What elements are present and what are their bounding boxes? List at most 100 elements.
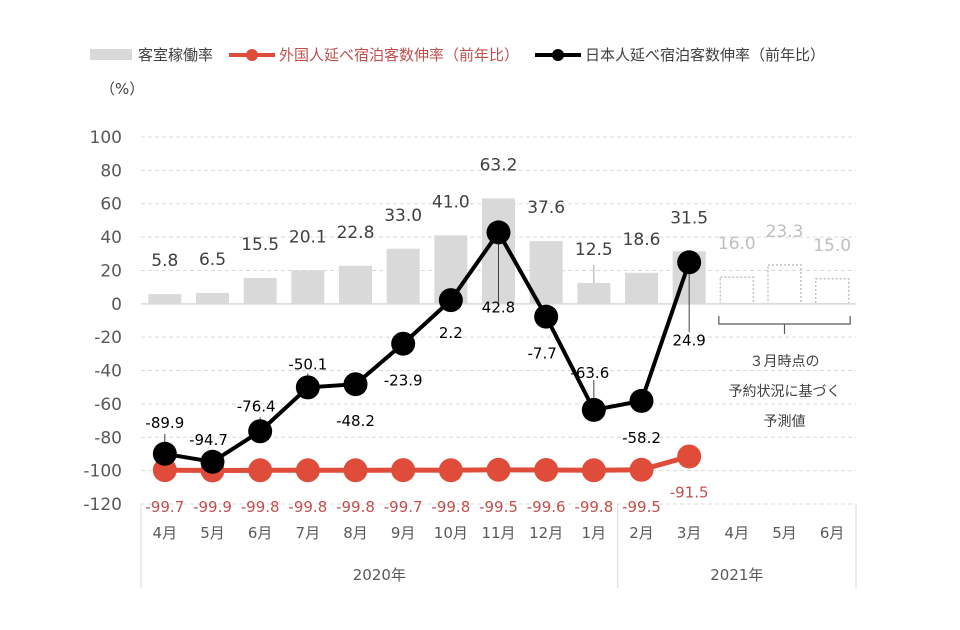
- foreign-marker: [581, 458, 606, 483]
- forecast-note-line: 予測値: [764, 414, 806, 430]
- bar-data-label: 6.5: [199, 250, 226, 270]
- x-tick-label: 4月: [725, 524, 750, 542]
- y-tick-label: -40: [94, 362, 122, 382]
- foreign-marker: [295, 458, 320, 483]
- foreign-data-label: -99.8: [574, 498, 613, 516]
- y-tick-label: -120: [83, 495, 122, 515]
- bar-data-label: 37.6: [527, 198, 565, 218]
- x-tick-label: 6月: [248, 524, 273, 542]
- foreign-data-label: -99.7: [145, 498, 184, 516]
- bar: [196, 292, 229, 304]
- foreign-marker: [629, 457, 654, 482]
- foreign-marker: [486, 457, 511, 482]
- chart-legend: 客室稼働率 外国人延べ宿泊客数伸率（前年比） 日本人延べ宿泊客数伸率（前年比）: [90, 44, 841, 65]
- japanese-line: [164, 228, 692, 464]
- japanese-data-label: -50.1: [288, 355, 327, 373]
- year-group-label: 2021年: [710, 566, 763, 584]
- y-tick-label: 0: [111, 295, 122, 315]
- x-tick-label: 11月: [481, 524, 515, 542]
- y-axis-unit: （%）: [100, 80, 145, 98]
- japanese-marker: [629, 388, 654, 413]
- japanese-data-label: -76.4: [237, 397, 276, 415]
- bar: [386, 248, 420, 304]
- japanese-data-label: -89.9: [145, 414, 184, 432]
- legend-item-occupancy: 客室稼働率: [90, 44, 213, 65]
- forecast-bracket: [718, 316, 851, 334]
- bar: [339, 265, 372, 304]
- japanese-marker: [534, 304, 559, 329]
- foreign-marker: [534, 457, 559, 482]
- bar-data-label: 15.0: [813, 236, 851, 256]
- y-tick-label: 20: [100, 261, 122, 281]
- bar-data-label: 16.0: [718, 234, 756, 254]
- bar-data-label: 12.5: [575, 240, 613, 260]
- x-tick-label: 9月: [391, 524, 416, 542]
- y-tick-label: -100: [83, 462, 122, 482]
- forecast-note-line: 予約状況に基づく: [729, 383, 841, 400]
- legend-line-marker-icon: [535, 48, 582, 62]
- japanese-data-label: -63.6: [570, 364, 609, 382]
- y-tick-label: 100: [90, 128, 122, 148]
- bar-data-label: 5.8: [151, 251, 178, 271]
- y-tick-label: -20: [94, 328, 122, 348]
- japanese-data-label: -58.2: [622, 429, 661, 447]
- japanese-marker: [248, 419, 273, 444]
- bar-data-label: 63.2: [480, 155, 518, 175]
- bar-data-label: 22.8: [337, 223, 375, 243]
- legend-item-foreign: 外国人延べ宿泊客数伸率（前年比）: [229, 44, 519, 65]
- y-tick-label: -60: [94, 395, 122, 415]
- bar-data-label: 18.6: [623, 230, 661, 250]
- japanese-data-label: -94.7: [189, 431, 228, 449]
- foreign-marker: [248, 458, 273, 483]
- foreign-marker: [438, 458, 463, 483]
- foreign-data-label: -99.9: [193, 498, 232, 516]
- x-tick-label: 7月: [296, 524, 321, 542]
- bar-data-label: 20.1: [289, 227, 327, 247]
- forecast-bar: [814, 278, 850, 305]
- y-tick-label: -80: [94, 428, 122, 448]
- x-tick-label: 2月: [629, 524, 654, 542]
- foreign-data-label: -91.5: [670, 483, 709, 501]
- foreign-data-label: -99.8: [288, 498, 327, 516]
- foreign-marker: [343, 458, 368, 483]
- bar-data-label: 15.5: [241, 235, 279, 255]
- foreign-data-label: -99.5: [622, 498, 661, 516]
- legend-item-japanese: 日本人延べ宿泊客数伸率（前年比）: [535, 44, 825, 65]
- foreign-data-label: -99.8: [431, 498, 470, 516]
- y-tick-label: 80: [100, 161, 122, 181]
- x-tick-label: 12月: [529, 524, 563, 542]
- x-tick-label: 10月: [434, 524, 468, 542]
- japanese-data-label: -23.9: [384, 372, 423, 390]
- legend-label: 客室稼働率: [138, 46, 214, 64]
- x-tick-label: 6月: [820, 524, 845, 542]
- bar-data-label: 31.5: [670, 208, 708, 228]
- foreign-data-label: -99.5: [479, 498, 518, 516]
- japanese-marker: [200, 449, 225, 474]
- foreign-data-label: -99.7: [384, 498, 423, 516]
- legend-bar-swatch-icon: [90, 49, 132, 60]
- x-tick-label: 5月: [772, 524, 797, 542]
- japanese-data-label: -48.2: [336, 412, 375, 430]
- x-tick-label: 1月: [582, 524, 607, 542]
- bar: [243, 277, 277, 304]
- forecast-bar: [719, 276, 755, 305]
- foreign-marker: [677, 444, 702, 469]
- x-tick-label: 3月: [677, 524, 702, 542]
- foreign-data-label: -99.8: [336, 498, 375, 516]
- bar: [291, 270, 325, 304]
- legend-label: 日本人延べ宿泊客数伸率（前年比）: [585, 46, 826, 64]
- x-tick-label: 8月: [343, 524, 368, 542]
- japanese-data-label: 42.8: [482, 298, 515, 316]
- bar-data-label: 23.3: [766, 222, 804, 242]
- bar: [577, 282, 611, 304]
- year-group-label: 2020年: [353, 566, 406, 584]
- foreign-line: [164, 454, 690, 473]
- y-tick-label: 60: [100, 195, 122, 215]
- bar-data-label: 41.0: [432, 192, 470, 212]
- bar-data-label: 33.0: [384, 206, 422, 226]
- x-tick-label: 4月: [153, 524, 178, 542]
- japanese-marker: [152, 441, 177, 466]
- foreign-data-label: -99.8: [241, 498, 280, 516]
- japanese-data-label: 2.2: [439, 324, 463, 342]
